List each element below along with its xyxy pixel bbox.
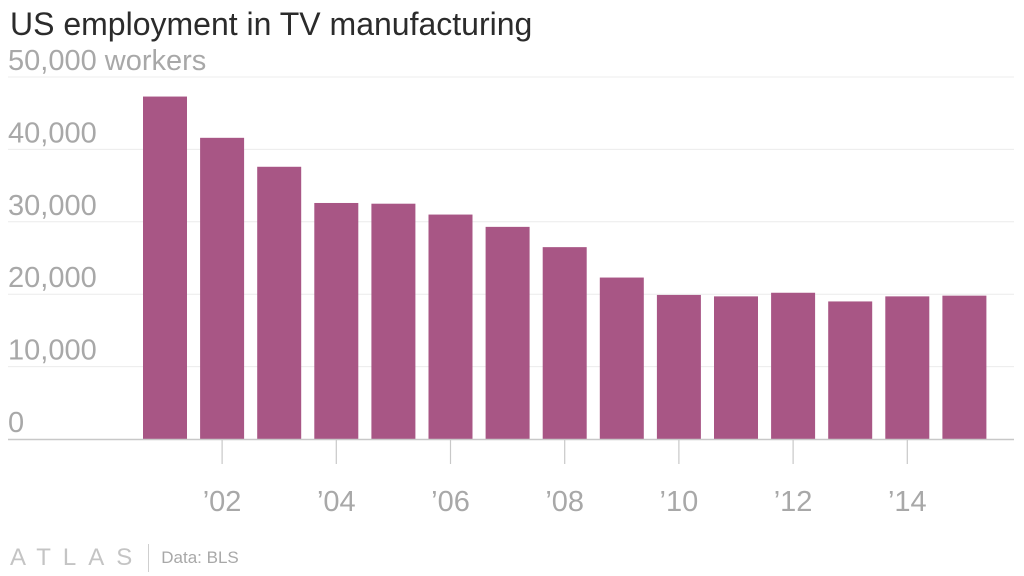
bar: [656, 294, 701, 439]
bar: [428, 214, 473, 439]
bar: [371, 203, 416, 439]
atlas-logo[interactable]: ATLAS: [10, 544, 145, 571]
bar: [200, 137, 245, 440]
x-tick-label: ’12: [774, 486, 813, 518]
axes: [8, 438, 1014, 464]
x-tick-label: ’04: [317, 486, 356, 518]
bar: [143, 96, 187, 439]
chart-title: US employment in TV manufacturing: [10, 6, 533, 42]
bars: [143, 96, 987, 440]
y-tick-label: 40,000: [8, 117, 97, 149]
bar: [485, 226, 530, 439]
x-tick-label: ’06: [431, 486, 470, 518]
y-tick-label: 20,000: [8, 262, 97, 294]
y-tick-label: 30,000: [8, 190, 97, 222]
x-tick-label: ’02: [203, 486, 242, 518]
footer-divider: [148, 544, 150, 572]
y-tick-label: 10,000: [8, 335, 97, 367]
x-tick-label: ’14: [888, 486, 927, 518]
y-tick-label: 0: [8, 407, 24, 439]
tick-labels: 0 10,000 20,000 30,000 40,000 50,000 workers ’…: [8, 45, 927, 518]
x-tick-label: ’10: [660, 486, 699, 518]
bar: [885, 296, 930, 439]
y-tick-label: 50,000 workers: [8, 45, 206, 77]
bar: [314, 202, 359, 439]
bar: [942, 295, 987, 439]
data-source: Data: BLS: [161, 548, 239, 567]
bar: [828, 301, 873, 439]
bar: [257, 166, 302, 439]
bar: [599, 277, 644, 439]
footer: ATLAS Data: BLS: [10, 544, 239, 572]
x-tick-label: ’08: [545, 486, 584, 518]
bar: [542, 247, 587, 439]
bar: [714, 296, 758, 439]
bar: [771, 292, 816, 439]
